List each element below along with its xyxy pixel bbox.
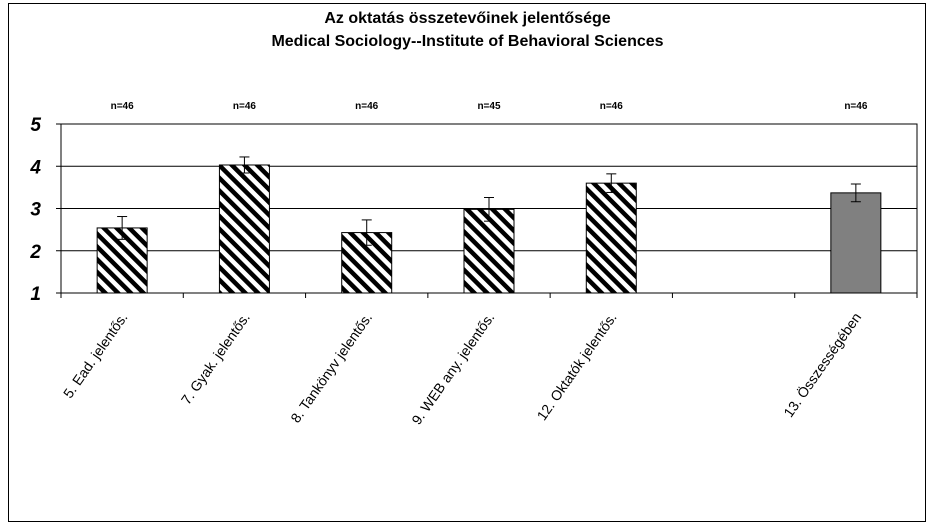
- n-label: n=45: [477, 101, 501, 112]
- x-tick-label: 8. Tankönyv jelentős.: [287, 310, 375, 426]
- x-tick-label: 7. Gyak. jelentős.: [178, 310, 253, 408]
- n-label: n=46: [355, 101, 379, 112]
- n-label: n=46: [111, 101, 135, 112]
- y-tick-label: 4: [29, 157, 41, 178]
- bar: [463, 208, 515, 294]
- bar: [830, 192, 882, 294]
- x-tick-label: 5. Ead. jelentős.: [60, 310, 131, 401]
- bar: [585, 182, 637, 294]
- bar: [218, 164, 270, 294]
- y-tick-label: 2: [29, 242, 41, 263]
- chart-title: Az oktatás összetevőinek jelentősége: [324, 10, 611, 27]
- y-tick-label: 5: [30, 115, 41, 136]
- chart-subtitle: Medical Sociology--Institute of Behavior…: [271, 33, 664, 50]
- x-tick-label: 13. Összességében: [779, 309, 864, 420]
- y-tick-label: 3: [30, 200, 41, 221]
- y-tick-label: 1: [30, 284, 41, 305]
- x-tick-label: 9. WEB any. jelentős.: [408, 310, 497, 428]
- n-label: n=46: [233, 101, 257, 112]
- x-tick-label: 12. Oktatók jelentős.: [533, 310, 619, 424]
- n-label: n=46: [600, 101, 624, 112]
- n-label: n=46: [844, 101, 868, 112]
